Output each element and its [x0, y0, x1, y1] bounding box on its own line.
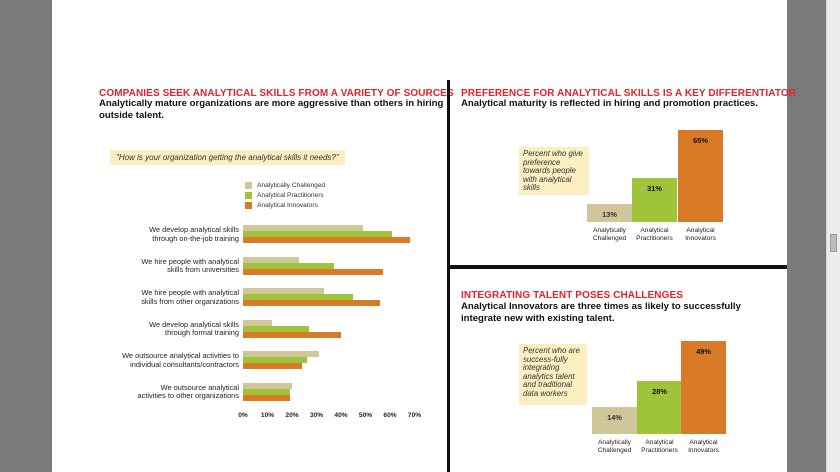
- bar-analytical-innovators: [243, 300, 381, 306]
- bar-analytically-challenged: [243, 351, 319, 357]
- column-category-line: Analytical: [645, 439, 674, 446]
- column-value-label: 14%: [607, 413, 622, 423]
- x-tick-label: 0%: [238, 412, 248, 419]
- x-tick-label: 40%: [334, 412, 348, 419]
- bar-analytically-challenged: [243, 256, 300, 263]
- column-bar: 65%: [678, 130, 723, 222]
- column-category-label: Analytically Challenged: [590, 439, 640, 455]
- legend-swatch: [245, 181, 252, 189]
- bar-analytical-practitioners: [243, 325, 310, 332]
- category-label-line: individual consultants/contractors: [130, 359, 239, 369]
- category-label-line: We hire people with analytical: [141, 288, 239, 297]
- column-category-line: Analytically: [593, 227, 626, 234]
- document-page: COMPANIES SEEK ANALYTICAL SKILLS FROM A …: [52, 0, 796, 472]
- category-label: We hire people with analytical skills fro…: [79, 288, 239, 306]
- bar-analytical-practitioners: [243, 262, 334, 269]
- column-category-label: Analytically Challenged: [585, 227, 635, 243]
- category-label-line: activities to other organizations: [137, 391, 239, 400]
- bar-analytical-innovators: [243, 331, 341, 338]
- bar-analytically-challenged: [243, 382, 292, 389]
- scrollbar-thumb[interactable]: [830, 234, 837, 252]
- integration-note: Percent who are success-fully integratin…: [519, 344, 587, 405]
- bar-analytically-challenged: [243, 319, 273, 326]
- bar-analytical-innovators: [243, 268, 383, 275]
- category-label-line: skills from other organizations: [141, 296, 239, 306]
- legend-label: Analytically Challenged: [257, 181, 326, 189]
- x-tick-label: 30%: [309, 412, 324, 419]
- x-tick-label: 10%: [260, 412, 275, 419]
- preference-note: Percent who give preference towards peop…: [519, 147, 589, 195]
- bar-analytical-innovators: [243, 394, 290, 401]
- horizontal-divider: [448, 265, 787, 269]
- bar-analytical-innovators: [243, 363, 302, 369]
- x-tick-label: 60%: [383, 412, 397, 419]
- vertical-divider: [447, 80, 450, 472]
- bar-analytical-practitioners: [243, 388, 290, 395]
- x-tick-label: 70%: [407, 412, 422, 419]
- column-category-label: Analytical Practitioners: [630, 227, 680, 243]
- category-label: We outsource analytical activities to oth…: [79, 382, 239, 401]
- bar-analytically-challenged: [243, 288, 324, 294]
- column-category-line: Analytical: [640, 227, 669, 234]
- legend-swatch: [245, 191, 252, 199]
- bar-analytical-practitioners: [243, 294, 354, 300]
- category-label-line: We develop analytical skills: [149, 319, 239, 329]
- bar-analytically-challenged: [243, 225, 364, 231]
- column-bar: 31%: [632, 178, 677, 222]
- category-label: We outsource analytical activities to ind…: [79, 351, 239, 369]
- x-tick-label: 20%: [285, 412, 299, 419]
- column-category-line: Innovators: [688, 447, 719, 454]
- legend-label: Analytical Innovators: [257, 201, 318, 209]
- column-category-line: Challenged: [592, 235, 627, 242]
- column-bar: 13%: [587, 203, 632, 222]
- category-label: We hire people with analytical skills fro…: [79, 256, 239, 275]
- column-value-label: 31%: [647, 184, 662, 194]
- bar-analytical-innovators: [243, 237, 410, 243]
- left-panel-subtitle: Analytically mature organizations are mo…: [99, 98, 444, 121]
- legend-item-practitioners: Analytical Practitioners: [245, 190, 325, 200]
- top-right-panel-subtitle: Analytical maturity is reflected in hiri…: [461, 98, 758, 109]
- column-category-line: Practitioners: [641, 447, 678, 454]
- column-category-label: Analytical Innovators: [679, 439, 729, 455]
- column-category-line: Analytical: [686, 227, 715, 234]
- legend-label: Analytical Practitioners: [257, 191, 324, 199]
- column-category-line: Analytically: [598, 439, 631, 446]
- column-category-line: Innovators: [685, 235, 716, 242]
- column-bar: 28%: [637, 380, 682, 434]
- column-value-label: 13%: [602, 209, 617, 219]
- column-category-line: Challenged: [597, 447, 632, 454]
- bar-analytical-practitioners: [243, 357, 307, 363]
- bottom-right-panel-subtitle: Analytical Innovators are three times as…: [461, 301, 741, 324]
- category-label-line: skills from universities: [167, 265, 239, 274]
- category-label-line: through on-the-job training: [152, 233, 239, 243]
- category-label: We develop analytical skills through on-t…: [79, 225, 239, 243]
- bottom-right-panel-title: INTEGRATING TALENT POSES CHALLENGES: [461, 290, 684, 301]
- top-right-panel-title: PREFERENCE FOR ANALYTICAL SKILLS IS A KE…: [461, 88, 797, 99]
- category-label-line: We develop analytical skills: [149, 225, 239, 234]
- left-panel-title: COMPANIES SEEK ANALYTICAL SKILLS FROM A …: [99, 88, 454, 99]
- category-label-line: We outsource analytical: [160, 382, 239, 392]
- horizontal-bar-chart: We develop analytical skills through on-t…: [52, 0, 452, 472]
- bar-analytical-practitioners: [243, 231, 393, 237]
- column-value-label: 65%: [693, 136, 708, 145]
- category-label-line: We outsource analytical activities to: [122, 351, 239, 360]
- column-bar: 49%: [681, 341, 726, 434]
- x-tick-label: 50%: [358, 412, 373, 419]
- column-category-line: Analytical: [689, 439, 718, 446]
- column-category-line: Practitioners: [636, 235, 673, 242]
- vertical-scrollbar[interactable]: [826, 0, 840, 472]
- column-category-label: Analytical Innovators: [676, 227, 726, 243]
- column-category-label: Analytical Practitioners: [635, 439, 685, 455]
- legend-item-innovators: Analytical Innovators: [245, 200, 325, 210]
- column-bar: 14%: [592, 407, 637, 434]
- survey-question: "How is your organization getting the an…: [110, 150, 345, 165]
- category-label-line: through formal training: [165, 328, 239, 337]
- chart-legend: Analytically Challenged Analytical Pract…: [245, 180, 325, 210]
- legend-swatch: [245, 201, 252, 209]
- column-value-label: 49%: [696, 347, 711, 356]
- column-value-label: 28%: [652, 386, 667, 396]
- category-label: We develop analytical skills through form…: [79, 319, 239, 338]
- category-label-line: We hire people with analytical: [141, 256, 239, 266]
- legend-item-challenged: Analytically Challenged: [245, 180, 325, 190]
